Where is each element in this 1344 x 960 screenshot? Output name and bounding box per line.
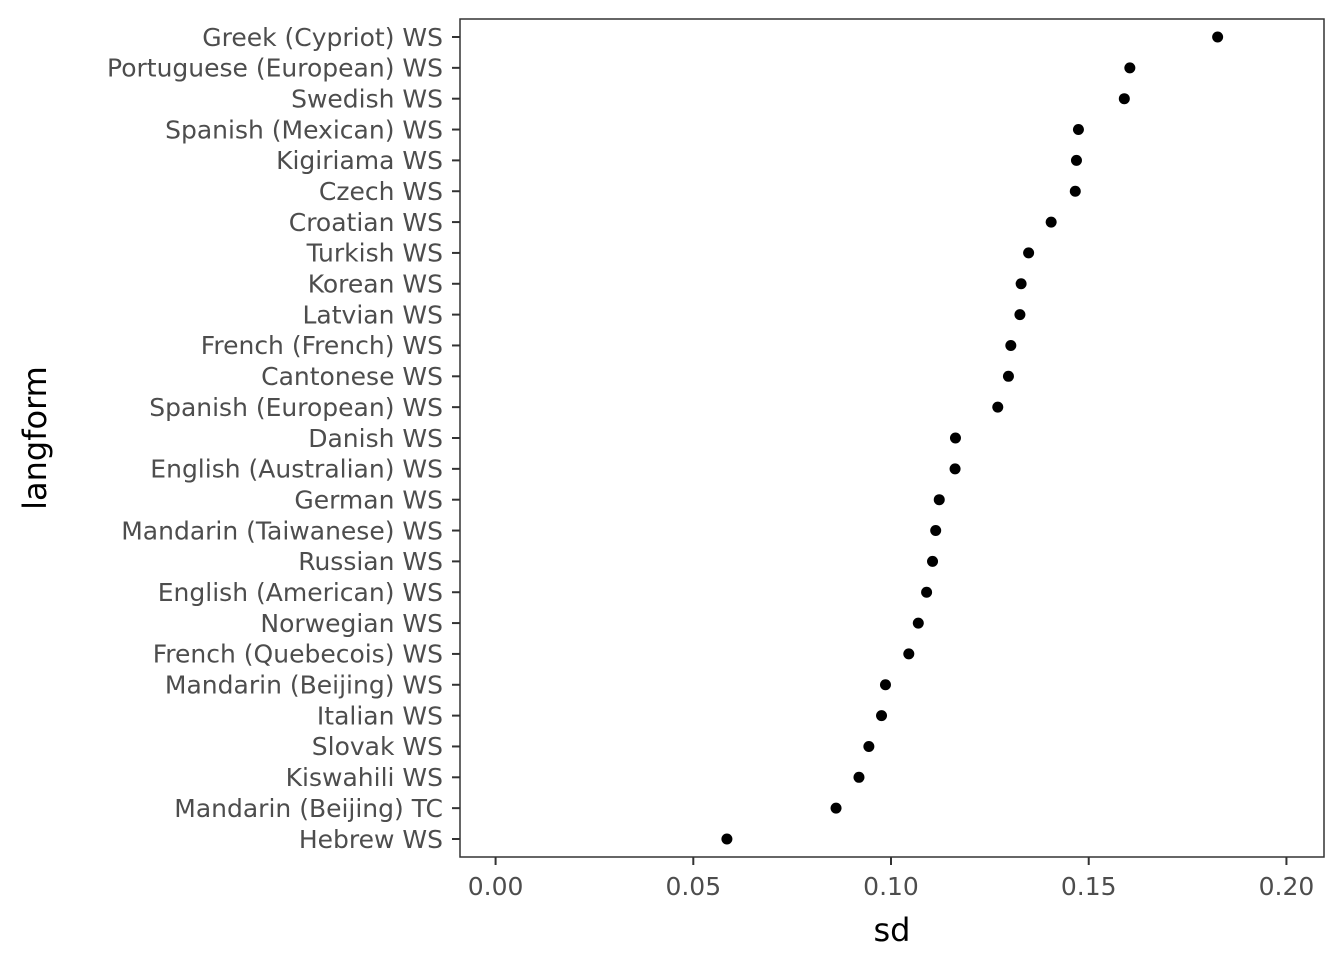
data-point	[1072, 124, 1084, 136]
data-points	[721, 31, 1224, 845]
data-point	[721, 833, 733, 845]
y-tick-label: Mandarin (Beijing) TC	[174, 794, 443, 823]
x-tick-label: 0.00	[468, 872, 524, 901]
x-tick-label: 0.20	[1259, 872, 1315, 901]
y-axis-title: langform	[16, 366, 54, 510]
y-tick-label: Hebrew WS	[299, 825, 443, 854]
y-tick-label: Norwegian WS	[260, 609, 443, 638]
y-tick-label: Mandarin (Beijing) WS	[165, 671, 443, 700]
data-point	[1002, 370, 1014, 382]
y-tick-label: Croatian WS	[289, 208, 443, 237]
y-tick-label: French (Quebecois) WS	[153, 640, 443, 669]
data-point	[1069, 185, 1081, 197]
data-point	[1212, 31, 1224, 43]
y-tick-label: Czech WS	[319, 177, 443, 206]
data-point	[1014, 309, 1026, 321]
data-point	[1015, 278, 1027, 290]
x-tick-label: 0.15	[1061, 872, 1117, 901]
y-tick-label: Mandarin (Taiwanese) WS	[121, 516, 443, 545]
data-point	[927, 555, 939, 567]
y-tick-label: Spanish (European) WS	[149, 393, 443, 422]
x-axis-title: sd	[874, 911, 911, 949]
data-point	[1023, 247, 1035, 259]
data-point	[992, 401, 1004, 413]
y-tick-label: English (American) WS	[158, 578, 443, 607]
y-tick-label: English (Australian) WS	[150, 455, 443, 484]
data-point	[949, 463, 961, 475]
data-point	[876, 710, 888, 722]
y-tick-label: Portuguese (European) WS	[107, 54, 443, 83]
data-point	[1124, 62, 1136, 74]
x-tick-label: 0.05	[665, 872, 721, 901]
y-tick-label: Spanish (Mexican) WS	[165, 115, 443, 144]
data-point	[921, 586, 933, 598]
y-tick-label: Latvian WS	[303, 300, 444, 329]
y-tick-label: Italian WS	[317, 701, 443, 730]
y-tick-label: Kiswahili WS	[286, 763, 443, 792]
data-point	[1118, 93, 1130, 105]
y-tick-label: Russian WS	[298, 547, 443, 576]
y-tick-label: German WS	[294, 485, 443, 514]
data-point	[930, 525, 942, 537]
y-tick-label: Slovak WS	[312, 732, 443, 761]
data-point	[1045, 216, 1057, 228]
y-tick-label: French (French) WS	[201, 331, 443, 360]
data-point	[830, 802, 842, 814]
data-point	[1005, 339, 1017, 351]
data-point	[912, 617, 924, 629]
data-point	[863, 740, 875, 752]
y-tick-label: Swedish WS	[291, 84, 443, 113]
data-point	[879, 679, 891, 691]
data-point	[949, 432, 961, 444]
x-axis: 0.00 0.05 0.10 0.15 0.20	[468, 857, 1315, 901]
data-point	[933, 494, 945, 506]
y-tick-label: Korean WS	[308, 270, 443, 299]
plot-panel-border	[459, 18, 1325, 858]
y-tick-label: Kigiriama WS	[276, 146, 443, 175]
y-tick-label: Danish WS	[308, 424, 443, 453]
y-tick-label: Turkish WS	[306, 239, 443, 268]
x-tick-label: 0.10	[863, 872, 919, 901]
y-tick-label: Greek (Cypriot) WS	[202, 23, 443, 52]
data-point	[1070, 154, 1082, 166]
y-tick-label: Cantonese WS	[261, 362, 443, 391]
data-point	[903, 648, 915, 660]
data-point	[853, 771, 865, 783]
